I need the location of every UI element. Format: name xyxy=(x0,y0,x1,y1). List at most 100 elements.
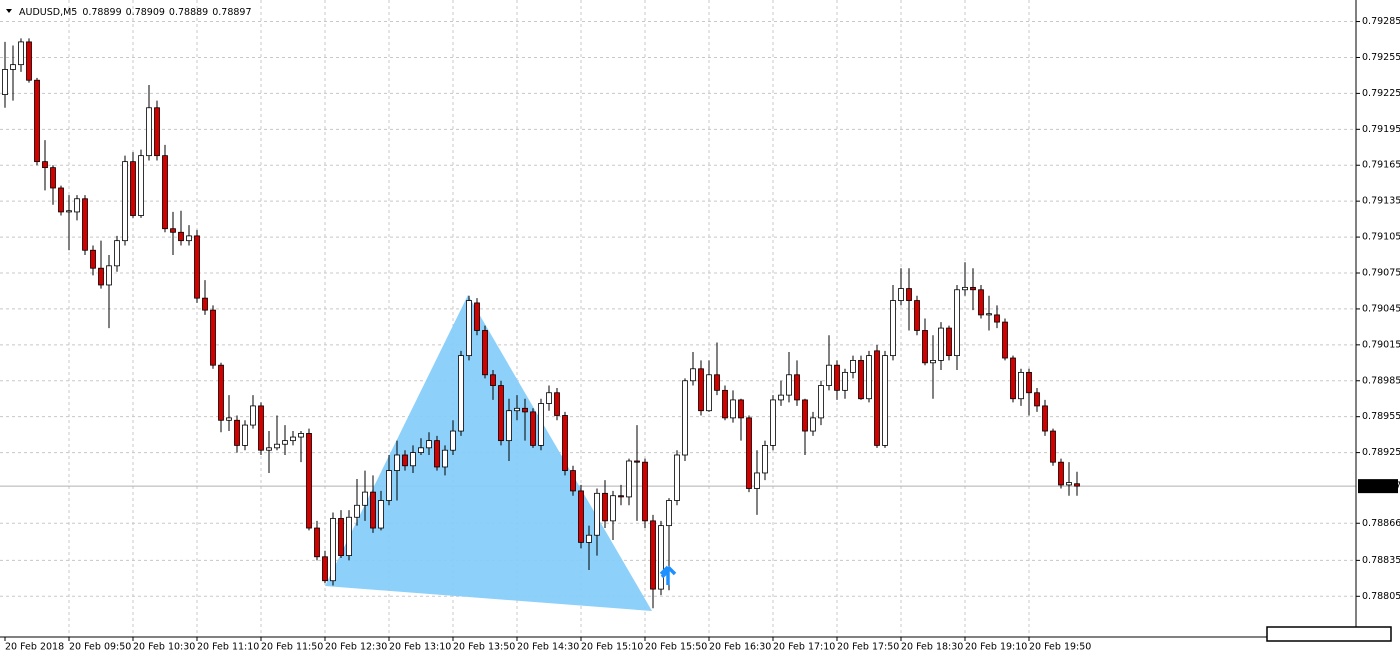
candle-body xyxy=(10,64,16,70)
candle-body xyxy=(346,516,352,556)
candle-body xyxy=(426,440,432,449)
candle-body xyxy=(306,433,312,529)
y-tick-label: 0.78925 xyxy=(1362,447,1400,458)
candle-body xyxy=(330,518,336,582)
x-tick-label: 20 Feb 18:30 xyxy=(901,642,963,653)
candle-body xyxy=(1026,371,1032,394)
candle-body xyxy=(570,470,576,492)
candle-body xyxy=(770,399,776,446)
candle-body xyxy=(618,495,624,498)
candle-body xyxy=(986,313,992,316)
y-tick-label: 0.79165 xyxy=(1362,160,1400,171)
candle-body xyxy=(674,454,680,501)
candle-body xyxy=(498,385,504,442)
candle-body xyxy=(962,286,968,291)
candle-body xyxy=(138,155,144,216)
candle-body xyxy=(634,460,640,463)
candle-body xyxy=(26,41,32,81)
candle-body xyxy=(90,249,96,269)
candle-body xyxy=(930,360,936,364)
candle-body xyxy=(642,461,648,522)
candle-body xyxy=(578,490,584,543)
buy-arrow xyxy=(659,565,677,585)
header: AUDUSD,M5 0.78899 0.78909 0.78889 0.78897 xyxy=(19,7,252,18)
x-tick-label: 20 Feb 19:50 xyxy=(1029,642,1091,653)
y-tick-label: 0.79195 xyxy=(1362,124,1400,135)
candle-body xyxy=(338,518,344,556)
candle-body xyxy=(82,198,88,251)
x-tick-label: 20 Feb 17:10 xyxy=(773,642,835,653)
candle-body xyxy=(298,433,304,438)
candle-body xyxy=(434,440,440,468)
candle-body xyxy=(810,417,816,432)
candle-body xyxy=(722,389,728,419)
candle-body xyxy=(370,491,376,529)
candle-body xyxy=(266,447,272,451)
candle-body xyxy=(1050,430,1056,463)
candle-body xyxy=(690,368,696,382)
high-value: 0.78909 xyxy=(126,7,165,18)
candle-body xyxy=(530,411,536,446)
candles xyxy=(2,38,1080,609)
candle-body xyxy=(170,228,176,233)
candle-body xyxy=(98,267,104,286)
candle-body xyxy=(682,380,688,456)
candle-body xyxy=(154,107,160,157)
candle-body xyxy=(2,69,8,95)
candle-body xyxy=(794,374,800,401)
candle-body xyxy=(242,424,248,446)
candle-body xyxy=(490,374,496,386)
candle-body xyxy=(522,407,528,413)
candle-body xyxy=(258,405,264,451)
candle-body xyxy=(898,288,904,301)
x-tick-label: 20 Feb 10:30 xyxy=(133,642,195,653)
candle-body xyxy=(730,399,736,419)
y-tick-label: 0.79105 xyxy=(1362,232,1400,243)
candle-body xyxy=(978,289,984,316)
x-tick-label: 20 Feb 11:10 xyxy=(197,642,259,653)
candle-body xyxy=(146,107,152,157)
x-tick-label: 20 Feb 16:30 xyxy=(709,642,771,653)
candle-body xyxy=(786,374,792,396)
candle-body xyxy=(514,407,520,412)
candle-body xyxy=(506,410,512,442)
candle-body xyxy=(1018,371,1024,400)
candle-body xyxy=(178,231,184,242)
candle-body xyxy=(946,327,952,357)
candle-body xyxy=(1034,392,1040,407)
candle-body xyxy=(1066,482,1072,486)
candle-body xyxy=(1042,405,1048,432)
candle-body xyxy=(802,399,808,432)
candle-body xyxy=(58,187,64,213)
triangle-pattern xyxy=(325,295,652,611)
candle-body xyxy=(42,161,48,169)
x-tick-label: 20 Feb 17:50 xyxy=(837,642,899,653)
candle-body xyxy=(938,327,944,361)
candle-body xyxy=(122,161,128,242)
open-value: 0.78899 xyxy=(82,7,121,18)
candle-body xyxy=(994,314,1000,323)
candle-body xyxy=(874,350,880,446)
candle-body xyxy=(586,534,592,543)
candle-body xyxy=(282,440,288,445)
current-price-label: 0.78897 xyxy=(1362,481,1400,492)
candle-body xyxy=(450,430,456,451)
candle-body xyxy=(834,364,840,391)
low-value: 0.78889 xyxy=(169,7,208,18)
candle-body xyxy=(538,403,544,446)
menu-icon[interactable] xyxy=(6,9,12,13)
candle-body xyxy=(322,556,328,582)
y-tick-label: 0.79015 xyxy=(1362,339,1400,350)
candle-body xyxy=(202,297,208,311)
candle-body xyxy=(914,300,920,331)
scroll-box[interactable] xyxy=(1266,626,1392,642)
candle-body xyxy=(554,392,560,416)
candle-body xyxy=(698,368,704,412)
candle-body xyxy=(250,405,256,426)
y-tick-label: 0.79285 xyxy=(1362,16,1400,27)
candle-body xyxy=(746,417,752,489)
candle-body xyxy=(738,399,744,419)
x-tick-label: 20 Feb 11:50 xyxy=(261,642,323,653)
y-tick-label: 0.78985 xyxy=(1362,375,1400,386)
